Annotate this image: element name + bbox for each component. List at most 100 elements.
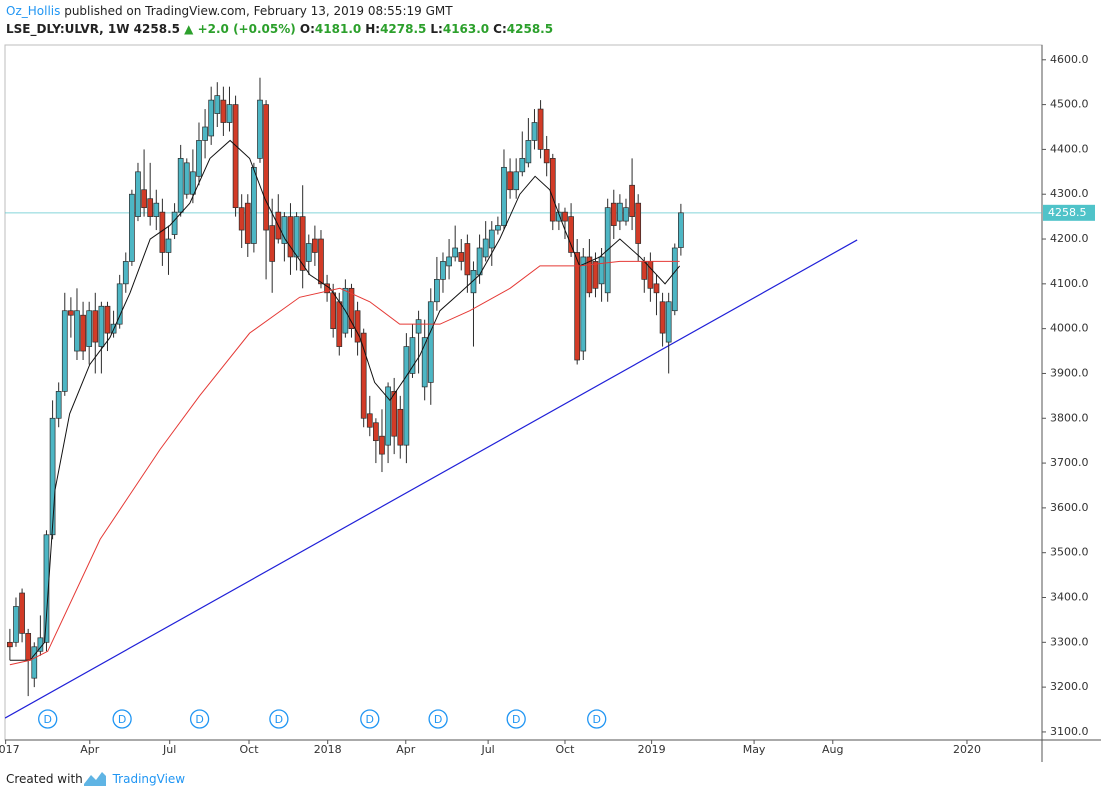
candle-body [49,417,56,536]
candle-body [659,301,666,334]
candle-body [360,332,367,419]
ohlc-label: O: [299,22,315,36]
footer-brand[interactable]: TradingView [112,772,186,786]
candle-body [556,211,562,222]
candle-body [653,283,660,294]
ohlc-label: L: [430,22,443,36]
candle-body [61,310,68,392]
candle-body [238,207,245,231]
dividend-label: D [434,713,442,726]
candle-body [385,386,391,446]
candle-body [7,641,13,648]
x-tick-label: 2018 [314,743,342,756]
candle-body [318,238,324,285]
candle-body [305,243,312,262]
moving-average [9,139,681,661]
author[interactable]: Oz_Hollis [6,4,61,18]
candle-body [31,646,38,679]
candle-body [348,287,355,329]
candle-body [244,202,251,244]
candle-body [415,319,422,334]
dividend-marker [587,709,607,729]
change: ▲ +2.0 (+0.05%) [184,22,296,36]
dividend-marker [38,709,58,729]
y-tick-label: 4300.0 [1050,187,1089,200]
dividend-label: D [592,713,600,726]
candle-body [171,211,178,235]
moving-average [9,260,680,666]
candle-body [635,202,642,244]
candle-body [629,184,635,217]
axes: 3100.0 3200.0 3300.0 3400.0 3500.0 3600.0 3700… [1042,53,1095,738]
candle-body [208,99,215,137]
candle-body [562,211,568,222]
candle-body [330,292,337,329]
candle-body [366,413,373,428]
candle-body [452,247,459,258]
candle-body [580,256,587,352]
ohlc-value: 4163.0 [442,22,490,36]
x-tick-label: 2020 [953,743,981,756]
candle-body [470,270,477,294]
last-price-label: 4258.5 [1048,206,1087,219]
candle-body [507,171,513,191]
y-tick-label: 3600.0 [1050,501,1089,514]
x-tick-label: Oct [555,743,575,756]
candle-body [74,310,80,352]
symbol-line: LSE_DLY:ULVR, 1W 4258.5 ▲ +2.0 (+0.05%) … [6,22,557,36]
candle-body [287,216,294,258]
ohlc-value: 4258.5 [506,22,554,36]
ohlc-value: 4278.5 [380,22,427,36]
x-tick-label: Jul [162,743,176,756]
y-tick-label: 3500.0 [1050,546,1089,559]
candle-body [598,256,605,285]
candle-body [373,422,379,442]
candle-body [617,202,623,222]
candle-body [55,391,62,419]
candle-body [281,216,288,244]
tradingview-logo [84,772,106,786]
candle-body [147,198,154,217]
candle-body [232,104,239,209]
candle-body [104,305,111,334]
last-price-box [1043,204,1095,221]
ohlc-label: H: [365,22,381,36]
candle-body [122,261,129,285]
candle-body [519,158,526,173]
dividend-marker [112,709,132,729]
candle-body [537,108,544,150]
candle-body [13,606,19,643]
candle-body [610,202,617,226]
candle-body [549,158,556,222]
x-tick-label: Apr [80,743,100,756]
candle-body [43,534,50,643]
y-tick-label: 3200.0 [1050,680,1089,693]
candle-body [226,104,233,123]
candle-body [671,247,678,312]
candle-body [263,104,269,231]
candle-body [531,122,538,141]
candle-body [257,99,263,159]
y-tick-label: 4100.0 [1050,277,1089,290]
x-tick-label: 2017 [0,743,20,756]
candle-body [525,140,532,164]
candle-body [482,238,489,258]
candle-body [19,592,25,634]
candle-body [80,314,86,352]
candle-body [434,279,440,303]
published-text: published on TradingView.com, February 1… [64,4,453,18]
y-tick-label: 3800.0 [1050,411,1089,424]
y-tick-label: 3100.0 [1050,725,1089,738]
candle-body [488,229,495,249]
x-tick-label: Oct [239,743,259,756]
candle-body [574,252,581,361]
candle-body [190,171,196,195]
candle-body [183,162,190,195]
candle-body [391,391,398,437]
publish-line: Oz_Hollis published on TradingView.com, … [6,4,453,18]
y-tick-label: 3400.0 [1050,591,1089,604]
price: 4258.5 [133,22,180,36]
candle-body [513,171,520,191]
